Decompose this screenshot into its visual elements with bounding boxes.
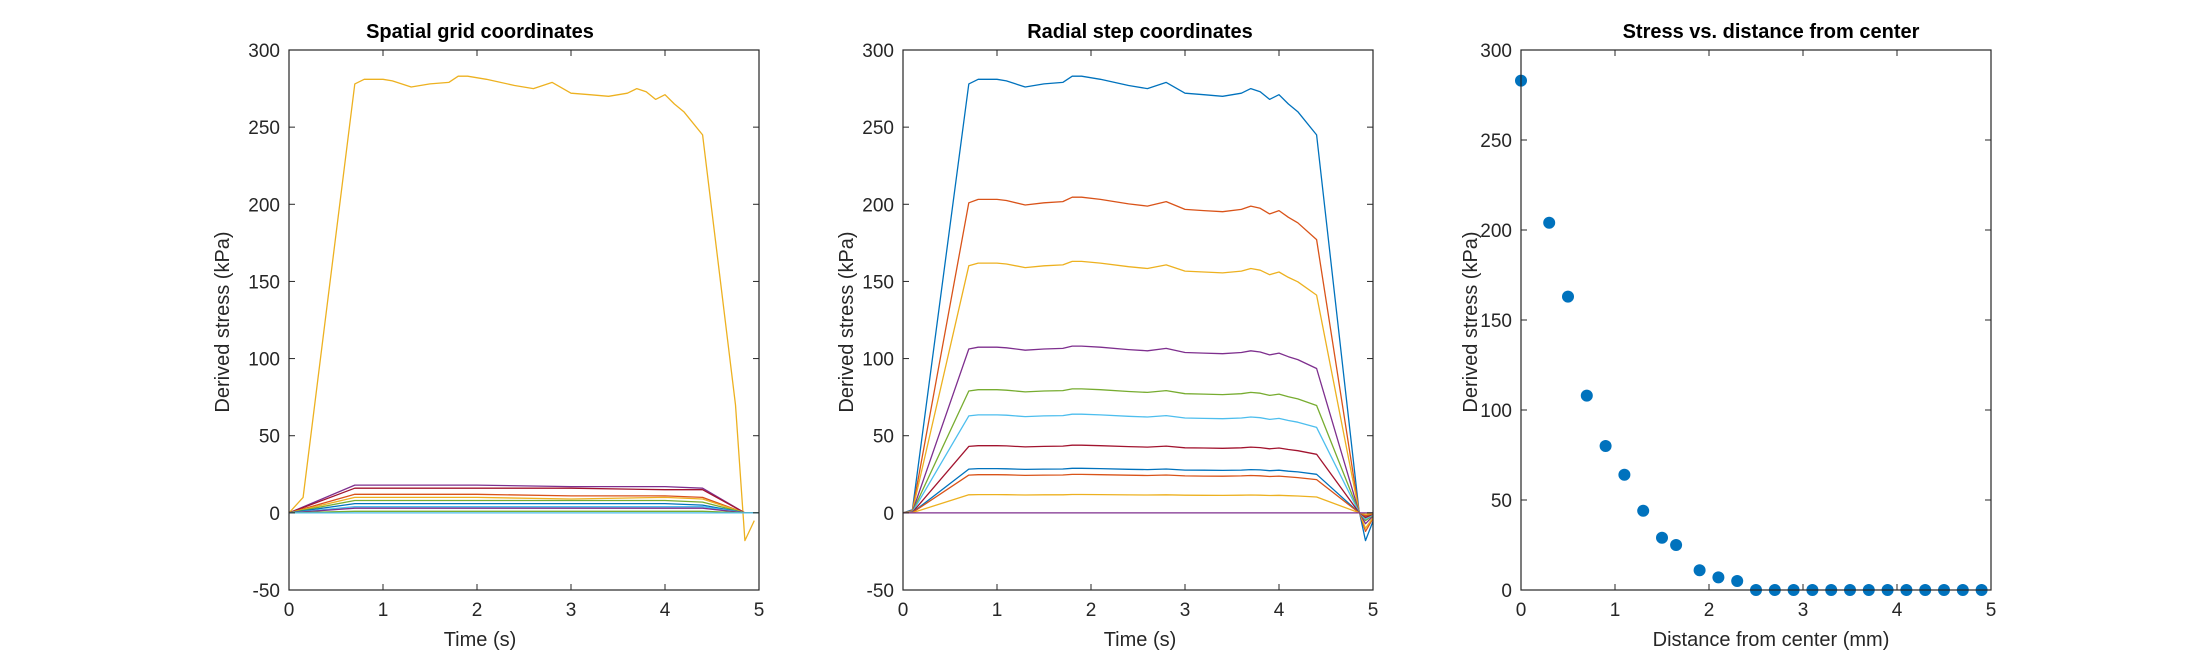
y-axis-label: Derived stress (kPa) xyxy=(1460,231,1482,412)
scatter-point xyxy=(1543,216,1556,229)
x-tick-label: 1 xyxy=(1610,600,1621,621)
plot-area xyxy=(289,50,759,590)
series-line-4 xyxy=(902,388,1374,522)
scatter-point xyxy=(1656,531,1668,544)
series-line-6 xyxy=(902,444,1374,519)
scatter-point xyxy=(1731,575,1744,587)
plot-area xyxy=(1521,50,1991,590)
scatter-point xyxy=(1712,571,1725,584)
scatter-point xyxy=(1562,290,1574,303)
plot-stress-vs-distance: Stress vs. distance from center Distance… xyxy=(1460,21,1996,651)
y-tick-label: 0 xyxy=(883,504,894,525)
series-line-1 xyxy=(902,196,1374,533)
x-tick-label: 0 xyxy=(284,600,295,621)
scatter-point xyxy=(1618,468,1631,481)
x-tick-label: 2 xyxy=(1704,600,1715,621)
x-tick-label: 1 xyxy=(378,600,389,621)
axes-box xyxy=(902,49,1374,591)
y-tick-label: 250 xyxy=(862,118,894,139)
y-axis-label: Derived stress (kPa) xyxy=(212,231,234,412)
y-tick-label: 200 xyxy=(862,195,894,216)
y-tick-label: 300 xyxy=(1480,41,1512,62)
x-tick-label: 3 xyxy=(1180,600,1191,621)
scatter-point xyxy=(1693,564,1706,577)
y-tick-label: 200 xyxy=(248,195,280,216)
y-tick-label: 250 xyxy=(1480,131,1512,152)
scatter-point xyxy=(1637,504,1650,517)
x-tick-label: 4 xyxy=(660,600,671,621)
x-tick-label: 5 xyxy=(754,600,765,621)
x-tick-label: 4 xyxy=(1274,600,1285,621)
series-line-5 xyxy=(902,413,1374,520)
plot-title: Stress vs. distance from center xyxy=(1623,21,1920,43)
axes-box xyxy=(1520,49,1992,591)
x-axis-label: Distance from center (mm) xyxy=(1653,629,1890,651)
x-tick-label: 4 xyxy=(1892,600,1903,621)
y-tick-label: 150 xyxy=(248,272,280,293)
x-tick-label: 3 xyxy=(566,600,577,621)
x-tick-label: 2 xyxy=(1086,600,1097,621)
x-tick-label: 1 xyxy=(992,600,1003,621)
y-tick-label: 250 xyxy=(248,118,280,139)
series-line-0 xyxy=(288,75,755,542)
y-tick-label: 100 xyxy=(1480,401,1512,422)
y-tick-label: 200 xyxy=(1480,221,1512,242)
series-line-7 xyxy=(902,467,1374,517)
y-tick-label: 300 xyxy=(862,41,894,62)
x-tick-label: 5 xyxy=(1368,600,1379,621)
y-tick-label: 50 xyxy=(1491,491,1512,512)
scatter-point xyxy=(1670,539,1683,551)
x-axis-label: Time (s) xyxy=(1104,629,1177,651)
y-tick-label: -50 xyxy=(867,581,894,602)
y-axis-label: Derived stress (kPa) xyxy=(836,231,858,412)
y-tick-label: 50 xyxy=(873,427,894,448)
series-line-8 xyxy=(902,473,1374,517)
axes-box xyxy=(288,49,760,591)
plot-title: Radial step coordinates xyxy=(1027,21,1253,43)
y-tick-label: 100 xyxy=(862,350,894,371)
x-axis-label: Time (s) xyxy=(444,629,517,651)
scatter-point xyxy=(1599,440,1612,452)
series-line-2 xyxy=(902,260,1374,529)
series-group xyxy=(288,75,759,542)
y-tick-label: 0 xyxy=(269,504,280,525)
series-line-0 xyxy=(902,75,1374,542)
series-group xyxy=(1515,74,1988,596)
x-tick-label: 5 xyxy=(1986,600,1997,621)
plot-area xyxy=(903,50,1373,590)
y-tick-label: 300 xyxy=(248,41,280,62)
x-tick-label: 2 xyxy=(472,600,483,621)
plot-radial-step: Radial step coordinates Time (s) Derived… xyxy=(836,21,1378,651)
y-tick-label: 0 xyxy=(1501,581,1512,602)
series-line-2 xyxy=(288,487,759,514)
y-tick-label: 150 xyxy=(862,272,894,293)
series-line-9 xyxy=(902,493,1374,516)
series-group xyxy=(902,75,1374,542)
y-tick-label: -50 xyxy=(253,581,280,602)
x-tick-label: 0 xyxy=(1516,600,1527,621)
plot-spatial-grid: Spatial grid coordinates Time (s) Derive… xyxy=(212,21,764,651)
x-tick-label: 0 xyxy=(898,600,909,621)
series-line-3 xyxy=(902,345,1374,525)
x-tick-label: 3 xyxy=(1798,600,1809,621)
y-tick-label: 50 xyxy=(259,427,280,448)
y-tick-label: 150 xyxy=(1480,311,1512,332)
y-tick-label: 100 xyxy=(248,350,280,371)
plot-title: Spatial grid coordinates xyxy=(366,21,594,43)
scatter-point xyxy=(1580,389,1593,402)
